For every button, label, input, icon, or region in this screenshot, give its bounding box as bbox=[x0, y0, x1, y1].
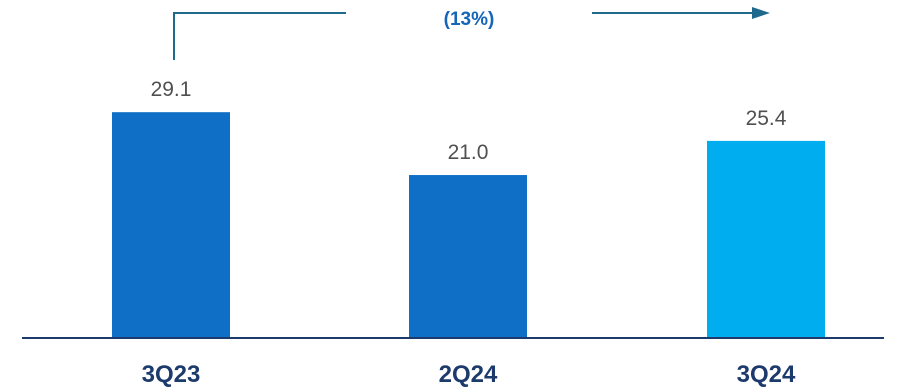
bar-2q24 bbox=[409, 175, 527, 338]
bars: 29.1 3Q23 21.0 2Q24 25.4 3Q24 bbox=[112, 78, 825, 388]
bar-value-label: 25.4 bbox=[746, 107, 787, 130]
bar-value-label: 21.0 bbox=[448, 141, 489, 164]
annotation-arrowhead bbox=[752, 7, 770, 19]
change-annotation: (13%) bbox=[173, 7, 770, 60]
annotation-line-left bbox=[173, 12, 346, 60]
bar-3q24 bbox=[707, 140, 825, 338]
category-label: 2Q24 bbox=[439, 361, 498, 388]
category-label: 3Q24 bbox=[737, 361, 796, 388]
bar-value-label: 29.1 bbox=[151, 78, 192, 101]
category-label: 3Q23 bbox=[142, 361, 201, 388]
annotation-change-label: (13%) bbox=[444, 9, 495, 30]
bar-3q23 bbox=[112, 112, 230, 339]
